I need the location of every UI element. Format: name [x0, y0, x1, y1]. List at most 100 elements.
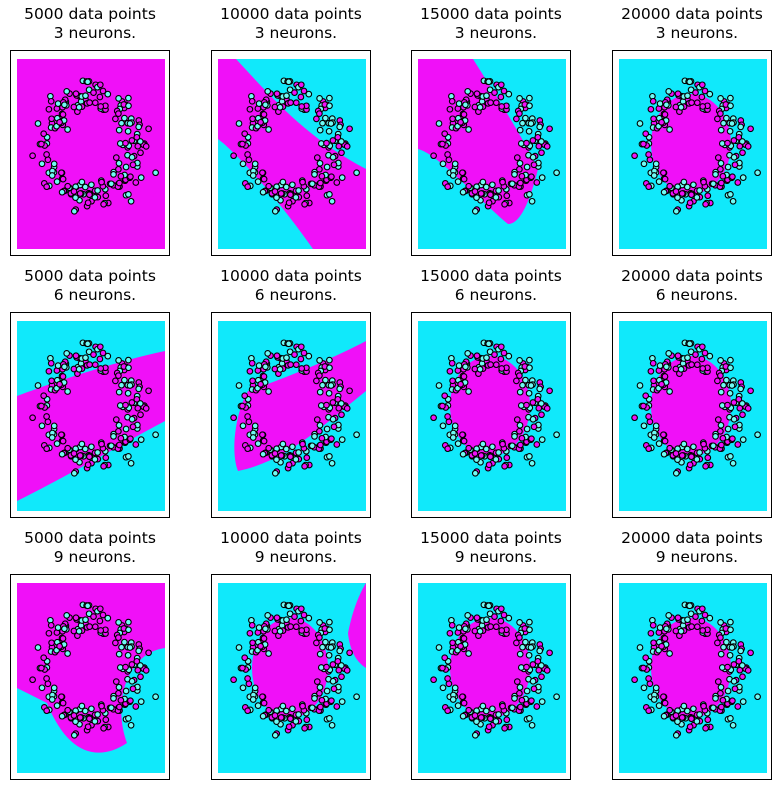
data-point-class-1: [739, 411, 746, 419]
data-point-class-1: [44, 418, 52, 426]
data-point-class-0: [126, 644, 134, 651]
data-point-class-0: [338, 436, 346, 443]
data-point-class-1: [301, 462, 308, 470]
data-point-class-0: [462, 101, 469, 109]
subplot-title-line2: 9 neurons.: [645, 548, 739, 566]
data-point-class-1: [260, 437, 268, 445]
data-point-class-0: [285, 340, 293, 348]
data-point-class-1: [439, 402, 446, 410]
data-point-class-1: [259, 169, 266, 177]
data-point-class-0: [717, 619, 724, 626]
data-point-class-0: [435, 120, 443, 127]
data-point-class-1: [717, 372, 724, 379]
data-point-class-0: [125, 102, 132, 110]
data-point-class-0: [553, 693, 560, 701]
data-point-class-1: [747, 125, 754, 133]
data-point-class-0: [38, 160, 46, 168]
data-point-class-1: [516, 689, 523, 697]
data-point-class-0: [115, 421, 123, 429]
data-point-class-0: [717, 421, 725, 429]
subplot-axes: [612, 312, 772, 518]
data-point-class-1: [704, 716, 712, 724]
data-point-class-1: [439, 140, 446, 148]
data-point-class-0: [655, 178, 663, 185]
data-point-class-1: [645, 151, 652, 158]
data-point-class-0: [525, 651, 533, 659]
data-point-class-1: [534, 395, 542, 403]
data-point-class-1: [533, 703, 541, 710]
data-point-class-0: [508, 180, 516, 188]
data-point-class-1: [698, 355, 706, 363]
data-point-class-1: [714, 678, 722, 685]
data-point-class-0: [726, 651, 734, 659]
data-point-class-1: [127, 435, 134, 443]
data-point-class-0: [476, 103, 484, 111]
data-point-class-1: [744, 143, 752, 150]
data-point-class-0: [717, 683, 725, 691]
data-point-class-1: [330, 423, 338, 431]
data-point-class-1: [76, 714, 84, 721]
data-point-class-0: [48, 696, 56, 703]
data-point-class-0: [126, 382, 134, 389]
data-point-class-1: [317, 179, 324, 187]
data-point-class-1: [446, 105, 454, 113]
data-point-class-1: [90, 89, 97, 96]
data-point-class-1: [538, 149, 545, 157]
data-point-class-0: [353, 431, 360, 439]
data-point-class-0: [122, 425, 130, 433]
data-point-class-0: [115, 388, 123, 396]
data-point-class-0: [264, 612, 272, 619]
data-point-class-1: [700, 178, 707, 186]
data-point-class-0: [720, 643, 727, 651]
data-point-class-1: [257, 118, 264, 126]
data-point-class-0: [125, 364, 132, 372]
data-point-class-0: [72, 456, 79, 463]
data-point-class-0: [235, 120, 243, 127]
data-point-class-0: [709, 180, 717, 188]
data-point-class-0: [464, 350, 472, 357]
data-point-class-1: [291, 613, 298, 620]
data-point-class-0: [276, 627, 284, 635]
data-point-class-1: [491, 351, 498, 358]
data-point-class-0: [473, 456, 480, 463]
data-point-class-0: [125, 94, 132, 102]
data-point-class-0: [728, 644, 736, 651]
data-point-class-1: [287, 361, 294, 368]
data-point-class-0: [285, 602, 293, 610]
data-point-class-1: [112, 678, 120, 685]
data-point-class-1: [115, 110, 122, 117]
data-point-class-0: [529, 153, 537, 161]
subplot-axes: [211, 574, 371, 780]
data-point-class-0: [528, 197, 536, 205]
data-point-class-0: [650, 696, 658, 703]
data-point-class-1: [513, 678, 521, 685]
data-point-class-0: [326, 626, 333, 634]
data-point-class-0: [328, 197, 336, 205]
data-point-class-1: [76, 190, 84, 197]
data-point-class-1: [84, 199, 92, 207]
data-point-class-1: [729, 435, 736, 443]
data-point-class-0: [516, 650, 524, 658]
data-point-class-1: [523, 139, 530, 147]
data-point-class-1: [333, 179, 341, 186]
data-point-class-0: [34, 120, 42, 127]
data-point-class-1: [646, 680, 654, 688]
data-point-class-0: [125, 453, 132, 460]
data-point-class-0: [495, 187, 502, 194]
data-point-class-1: [457, 118, 464, 126]
data-point-class-1: [516, 110, 523, 117]
data-point-class-1: [273, 614, 281, 622]
data-point-class-1: [287, 99, 294, 106]
data-point-class-1: [645, 675, 652, 682]
data-point-class-1: [530, 423, 538, 431]
data-point-class-0: [724, 425, 732, 433]
data-point-class-1: [516, 372, 523, 379]
data-point-class-1: [115, 427, 122, 435]
data-point-class-1: [498, 103, 506, 110]
data-point-class-1: [129, 423, 137, 431]
data-point-class-0: [115, 357, 122, 364]
data-point-class-1: [513, 154, 521, 161]
data-point-class-0: [526, 626, 533, 634]
subplot-title-line2: 9 neurons.: [43, 548, 137, 566]
data-point-class-1: [693, 99, 701, 107]
